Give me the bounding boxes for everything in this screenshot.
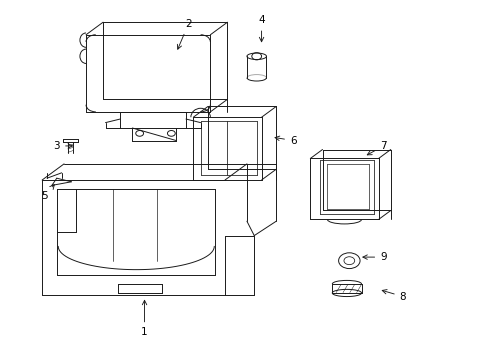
Text: 9: 9 [362,252,386,262]
Text: 8: 8 [382,289,406,302]
Text: 5: 5 [41,185,54,201]
Text: 7: 7 [366,141,386,155]
Text: 2: 2 [177,19,191,49]
Text: 1: 1 [141,300,147,337]
Text: 4: 4 [258,15,264,42]
Text: 6: 6 [274,136,296,145]
Text: 3: 3 [53,141,72,151]
